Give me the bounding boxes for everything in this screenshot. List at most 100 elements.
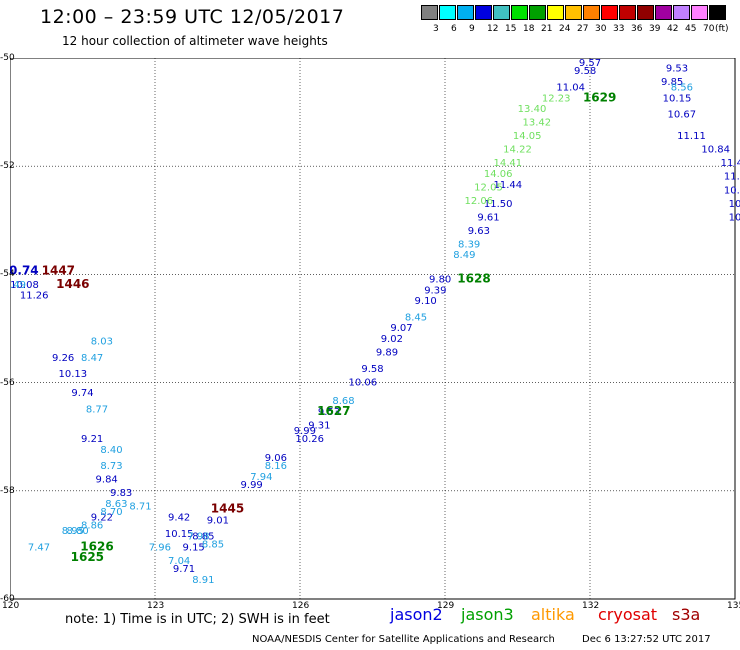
wave-height-value: 13.42 bbox=[523, 118, 552, 129]
wave-height-value: 9.01 bbox=[207, 515, 229, 526]
satellite-name: jason3 bbox=[461, 605, 514, 624]
wave-height-value: 10.84 bbox=[701, 145, 730, 156]
wave-height-value: 10 bbox=[729, 212, 740, 223]
legend-swatch bbox=[637, 5, 654, 20]
grid-lines bbox=[10, 58, 736, 600]
wave-height-value: 10.7 bbox=[724, 185, 740, 196]
legend-label: 36 bbox=[631, 24, 643, 34]
legend-swatch bbox=[709, 5, 726, 20]
wave-height-value: 12.05 bbox=[474, 183, 503, 194]
y-tick-label: -50 bbox=[0, 53, 15, 63]
wave-height-value: 9.21 bbox=[81, 434, 103, 445]
wave-height-value: 8.70 bbox=[100, 507, 122, 518]
wave-height-value: 14.06 bbox=[484, 169, 513, 180]
y-tick-label: -56 bbox=[0, 377, 15, 388]
legend-label: 33 bbox=[613, 24, 625, 34]
legend-label: 70 bbox=[703, 24, 715, 34]
wave-height-value: 10.26 bbox=[295, 434, 324, 445]
wave-height-value: 8.03 bbox=[91, 337, 113, 348]
wave-height-value: 9.74 bbox=[71, 388, 93, 399]
wave-height-value: 7.94 bbox=[250, 472, 272, 483]
y-tick-label: -52 bbox=[0, 161, 15, 172]
y-tick-label: -54 bbox=[0, 269, 15, 280]
legend-label: 6 bbox=[451, 24, 457, 34]
wave-height-value: 8.16 bbox=[265, 461, 287, 472]
wave-height-value: 8.56 bbox=[671, 82, 693, 93]
legend-swatch bbox=[457, 5, 474, 20]
legend-swatch bbox=[691, 5, 708, 20]
wave-height-value: 9.99 bbox=[294, 426, 316, 437]
legend-swatch bbox=[421, 5, 438, 20]
wave-height-value: 9.10 bbox=[415, 296, 437, 307]
legend-label: 45 bbox=[685, 24, 697, 34]
satellite-name: s3a bbox=[672, 605, 701, 624]
legend-swatch bbox=[475, 5, 492, 20]
legend-label: 18 bbox=[523, 24, 535, 34]
time-label: 1627 bbox=[317, 404, 350, 418]
legend-swatch bbox=[619, 5, 636, 20]
wave-height-value: 7.96 bbox=[149, 542, 171, 553]
wave-height-value: 9.41 bbox=[589, 58, 611, 61]
wave-height-value: 8.49 bbox=[453, 250, 475, 261]
wave-height-value: 9.31 bbox=[308, 421, 330, 432]
wave-height-value: 11.04 bbox=[556, 82, 585, 93]
wave-height-value: 9.26 bbox=[52, 353, 74, 364]
legend-swatch bbox=[439, 5, 456, 20]
legend-swatch bbox=[583, 5, 600, 20]
wave-height-value: 10.67 bbox=[668, 110, 697, 121]
satellite-name: altika bbox=[531, 605, 575, 624]
wave-height-value: 10 bbox=[729, 199, 740, 210]
legend-label: 15 bbox=[505, 24, 517, 34]
wave-height-value: 8.86 bbox=[81, 521, 103, 532]
wave-height-value: 8.95 bbox=[62, 526, 84, 537]
wave-height-value: 11.11 bbox=[677, 131, 706, 142]
legend-swatch bbox=[565, 5, 582, 20]
wave-height-value: 9.89 bbox=[376, 348, 398, 359]
wave-height-value: 9.39 bbox=[424, 285, 446, 296]
wave-height-value: 9.83 bbox=[110, 488, 132, 499]
wave-height-value: 8.68 bbox=[332, 396, 354, 407]
wave-height-value: 9.42 bbox=[168, 513, 190, 524]
time-label: 1625 bbox=[71, 550, 104, 564]
satellite-name: jason2 bbox=[390, 605, 443, 624]
legend-label: (ft) bbox=[715, 24, 729, 34]
wave-height-value: 9.06 bbox=[265, 453, 287, 464]
time-label: 1628 bbox=[457, 272, 490, 286]
wave-height-value: 9.71 bbox=[173, 564, 195, 575]
wave-height-value: 9.21 bbox=[666, 58, 688, 61]
wave-height-value: 9.58 bbox=[361, 364, 383, 375]
time-label: 10.74 bbox=[10, 263, 39, 277]
legend-swatch bbox=[673, 5, 690, 20]
legend-swatch bbox=[601, 5, 618, 20]
data-points: 9.419.579.5811.0411.4411.509.619.639.809… bbox=[10, 58, 740, 586]
legend-label: 9 bbox=[469, 24, 475, 34]
time-label: 1447 bbox=[42, 263, 75, 277]
x-tick-label: 135 bbox=[727, 601, 740, 611]
x-tick-label: 123 bbox=[147, 601, 165, 611]
legend-swatch bbox=[655, 5, 672, 20]
wave-height-value: 8.85 bbox=[202, 540, 224, 551]
x-tick-label: 120 bbox=[2, 601, 20, 611]
wave-height-value: 9.63 bbox=[468, 226, 490, 237]
legend-label: 21 bbox=[541, 24, 553, 34]
wave-height-value: 11.4 bbox=[724, 172, 740, 183]
wave-height-map: 9.419.579.5811.0411.4411.509.619.639.809… bbox=[10, 58, 740, 600]
wave-height-value: 8.80 bbox=[67, 526, 89, 537]
wave-height-value: 11.50 bbox=[484, 199, 513, 210]
x-tick-label: 129 bbox=[437, 601, 455, 611]
map-title: 12:00 – 23:59 UTC 12/05/2017 bbox=[40, 6, 345, 28]
plot-frame bbox=[10, 58, 736, 600]
wave-height-value: 8.47 bbox=[81, 353, 103, 364]
wave-height-value: 10.15 bbox=[663, 93, 692, 104]
legend-label: 24 bbox=[559, 24, 571, 34]
wave-height-value: 9.02 bbox=[381, 334, 403, 345]
wave-height-value: 8.71 bbox=[129, 502, 151, 513]
wave-height-value: 14.22 bbox=[503, 145, 532, 156]
wave-height-value: 7.98 bbox=[187, 531, 209, 542]
legend-label: 3 bbox=[433, 24, 439, 34]
wave-height-value: 9.15 bbox=[183, 542, 205, 553]
wave-height-value: 8.77 bbox=[86, 404, 108, 415]
wave-height-value: 9.84 bbox=[96, 475, 118, 486]
satellite-name: cryosat bbox=[598, 605, 658, 624]
wave-height-value: 8.91 bbox=[192, 575, 214, 586]
